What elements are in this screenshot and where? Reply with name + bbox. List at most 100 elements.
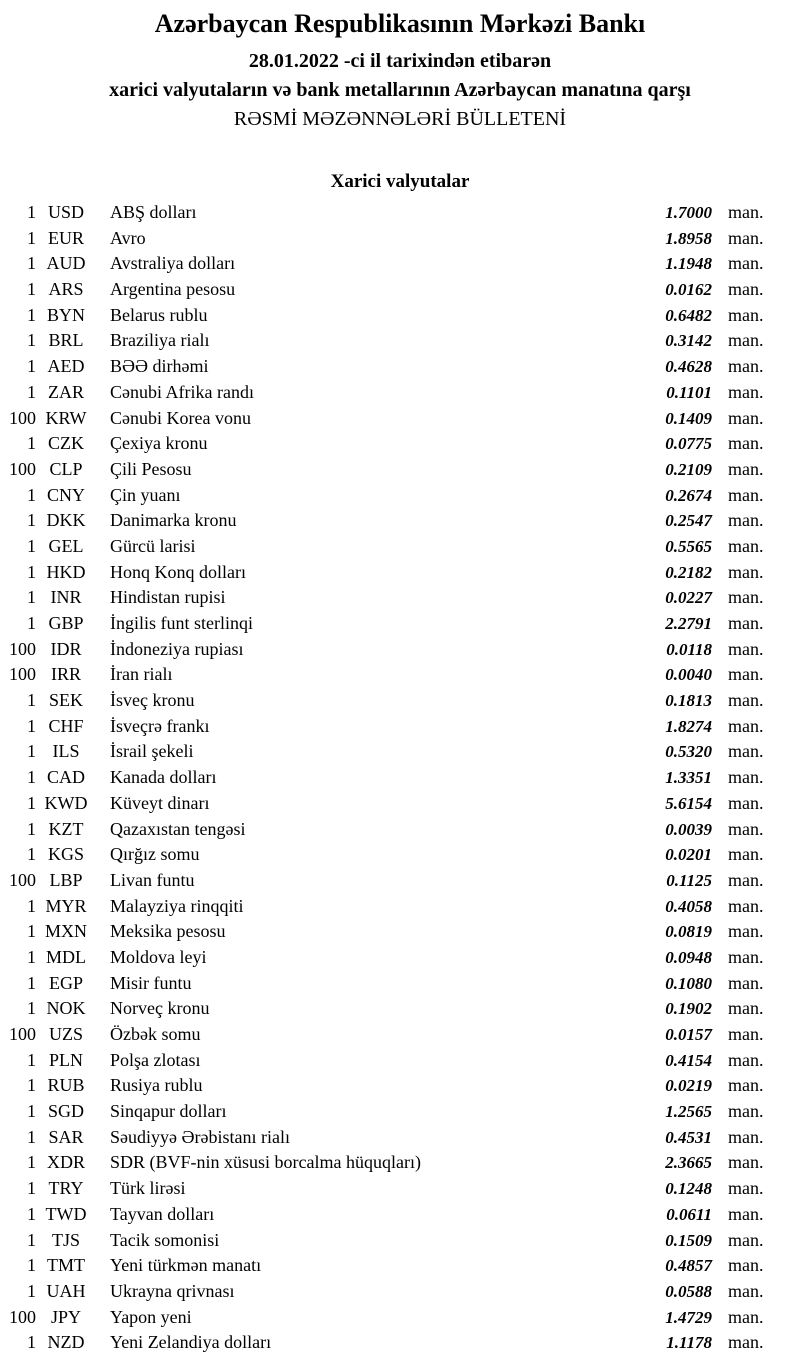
currency-name: İsveç kronu bbox=[110, 690, 195, 711]
rate-value: 1.2565 bbox=[665, 1102, 712, 1122]
currency-row: 1 AUD Avstraliya dolları 1.1948 man. bbox=[0, 251, 800, 277]
rate-value: 1.1948 bbox=[665, 254, 712, 274]
currency-row: 1 CAD Kanada dolları 1.3351 man. bbox=[0, 765, 800, 791]
rate-value: 0.4058 bbox=[665, 896, 712, 916]
currency-code: TMT bbox=[47, 1255, 85, 1276]
rate-value: 0.5320 bbox=[665, 742, 712, 762]
unit-label: man. bbox=[728, 304, 764, 325]
rate-value: 0.4628 bbox=[665, 357, 712, 377]
currency-name: Çexiya kronu bbox=[110, 433, 208, 454]
rate-value: 2.3665 bbox=[665, 1153, 712, 1173]
currency-row: 100 JPY Yapon yeni 1.4729 man. bbox=[0, 1305, 800, 1331]
quantity-cell: 1 bbox=[27, 921, 36, 942]
currency-row: 100 CLP Çili Pesosu 0.2109 man. bbox=[0, 457, 800, 483]
rate-value: 1.8958 bbox=[665, 228, 712, 248]
currency-row: 1 CNY Çin yuanı 0.2674 man. bbox=[0, 483, 800, 509]
section-title: Xarici valyutalar bbox=[330, 171, 470, 192]
currency-row: 1 EUR Avro 1.8958 man. bbox=[0, 226, 800, 252]
currency-row: 1 TRY Türk lirəsi 0.1248 man. bbox=[0, 1176, 800, 1202]
currency-name: Səudiyyə Ərəbistanı rialı bbox=[110, 1126, 290, 1147]
unit-label: man. bbox=[728, 1152, 764, 1173]
unit-label: man. bbox=[728, 535, 764, 556]
rate-value: 1.4729 bbox=[665, 1307, 712, 1327]
currency-code: BYN bbox=[46, 304, 85, 325]
quantity-cell: 1 bbox=[27, 844, 36, 865]
currency-name: Yeni türkmən manatı bbox=[110, 1255, 262, 1276]
rate-value: 0.0227 bbox=[665, 588, 712, 608]
page-title: Azərbaycan Respublikasının Mərkəzi Bankı bbox=[154, 9, 646, 38]
currency-row: 1 KGS Qırğız somu 0.0201 man. bbox=[0, 842, 800, 868]
currency-name: Braziliya rialı bbox=[110, 330, 210, 351]
rate-value: 0.2547 bbox=[665, 511, 712, 531]
quantity-cell: 100 bbox=[9, 407, 36, 428]
quantity-cell: 100 bbox=[9, 458, 36, 479]
currency-row: 1 MXN Meksika pesosu 0.0819 man. bbox=[0, 919, 800, 945]
currency-row: 1 ARS Argentina pesosu 0.0162 man. bbox=[0, 277, 800, 303]
unit-label: man. bbox=[728, 741, 764, 762]
currency-row: 100 IRR İran rialı 0.0040 man. bbox=[0, 662, 800, 688]
unit-label: man. bbox=[728, 433, 764, 454]
currency-name: Gürcü larisi bbox=[110, 535, 196, 556]
currency-row: 1 TWD Tayvan dolları 0.0611 man. bbox=[0, 1202, 800, 1228]
currency-row: 1 KZT Qazaxıstan tengəsi 0.0039 man. bbox=[0, 817, 800, 843]
currency-code: CHF bbox=[48, 715, 84, 736]
currency-row: 1 NZD Yeni Zelandiya dolları 1.1178 man. bbox=[0, 1330, 800, 1356]
currency-row: 1 HKD Honq Konq dolları 0.2182 man. bbox=[0, 560, 800, 586]
quantity-cell: 1 bbox=[27, 561, 36, 582]
rate-value: 0.0162 bbox=[665, 280, 712, 300]
currency-row: 100 LBP Livan funtu 0.1125 man. bbox=[0, 868, 800, 894]
unit-label: man. bbox=[728, 1024, 764, 1044]
rate-value: 0.0611 bbox=[666, 1204, 712, 1224]
currency-code: UZS bbox=[48, 1024, 83, 1044]
currency-name: Ukrayna qrivnası bbox=[110, 1280, 235, 1301]
effective-date-line: 28.01.2022 -ci il tarixindən etibarən bbox=[248, 50, 552, 72]
unit-label: man. bbox=[728, 279, 764, 300]
rate-value: 0.0201 bbox=[665, 845, 712, 865]
currency-name: Polşa zlotası bbox=[110, 1049, 201, 1070]
currency-row: 1 SGD Sinqapur dolları 1.2565 man. bbox=[0, 1099, 800, 1125]
unit-label: man. bbox=[728, 1332, 764, 1353]
currency-code: SAR bbox=[48, 1126, 84, 1147]
currency-code: IDR bbox=[50, 638, 82, 659]
currency-row: 1 TJS Tacik somonisi 0.1509 man. bbox=[0, 1228, 800, 1254]
currency-code: GEL bbox=[48, 535, 84, 556]
currency-name: Tayvan dolları bbox=[110, 1203, 215, 1224]
quantity-cell: 1 bbox=[27, 1101, 36, 1122]
currency-name: SDR (BVF-nin xüsusi borcalma hüquqları) bbox=[110, 1152, 421, 1173]
quantity-cell: 100 bbox=[9, 638, 36, 659]
currency-name: ABŞ dolları bbox=[110, 202, 197, 222]
currency-code: ARS bbox=[48, 279, 84, 300]
rate-value: 0.0948 bbox=[665, 947, 712, 967]
quantity-cell: 1 bbox=[27, 587, 36, 608]
currency-name: BƏƏ dirhəmi bbox=[110, 356, 209, 377]
currency-code: TRY bbox=[48, 1178, 84, 1199]
currency-row: 100 IDR İndoneziya rupiası 0.0118 man. bbox=[0, 637, 800, 663]
quantity-cell: 1 bbox=[27, 1075, 36, 1096]
rate-value: 0.4857 bbox=[665, 1256, 712, 1276]
currency-code: PLN bbox=[48, 1049, 83, 1070]
rate-value: 0.0775 bbox=[665, 434, 712, 454]
currency-name: Misir funtu bbox=[110, 972, 192, 993]
quantity-cell: 100 bbox=[9, 1024, 36, 1044]
unit-label: man. bbox=[728, 227, 764, 248]
currency-name: Hindistan rupisi bbox=[110, 587, 226, 608]
currency-row: 1 UAH Ukrayna qrivnası 0.0588 man. bbox=[0, 1279, 800, 1305]
currency-name: Qırğız somu bbox=[110, 844, 200, 865]
currency-code: HKD bbox=[46, 561, 86, 582]
rate-value: 0.1902 bbox=[665, 999, 712, 1019]
currency-row: 1 NOK Norveç kronu 0.1902 man. bbox=[0, 996, 800, 1022]
currency-row: 1 CZK Çexiya kronu 0.0775 man. bbox=[0, 431, 800, 457]
unit-label: man. bbox=[728, 792, 764, 813]
unit-label: man. bbox=[728, 998, 764, 1019]
currency-row: 100 UZS Özbək somu 0.0157 man. bbox=[0, 1022, 800, 1048]
currency-name: Yapon yeni bbox=[110, 1306, 192, 1327]
currency-row: 100 KRW Cənubi Korea vonu 0.1409 man. bbox=[0, 406, 800, 432]
currency-name: Kanada dolları bbox=[110, 767, 217, 788]
currency-name: İsveçrə frankı bbox=[110, 715, 210, 736]
rate-value: 2.2791 bbox=[665, 614, 712, 633]
rates-table: 1 USD ABŞ dolları 1.7000 man. 1 EUR Avro… bbox=[0, 200, 800, 1356]
unit-label: man. bbox=[728, 690, 764, 711]
quantity-cell: 1 bbox=[27, 510, 36, 531]
currency-row: 1 KWD Küveyt dinarı 5.6154 man. bbox=[0, 791, 800, 817]
quantity-cell: 1 bbox=[27, 381, 36, 402]
